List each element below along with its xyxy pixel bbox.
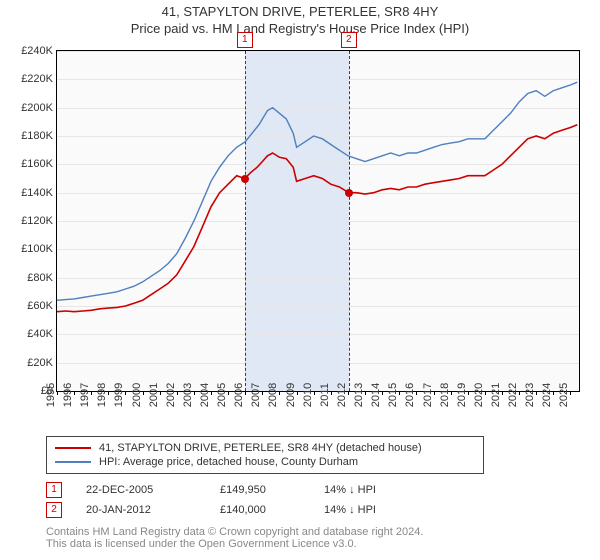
legend: 41, STAPYLTON DRIVE, PETERLEE, SR8 4HY (… [46,436,484,474]
footnote: Contains HM Land Registry data © Crown c… [46,526,590,550]
sale-dot [345,189,353,197]
sales-table: 1 22-DEC-2005 £149,950 14% ↓ HPI 2 20-JAN-201… [46,480,590,520]
y-tick-label: £140K [21,187,53,199]
legend-swatch [55,461,91,463]
legend-item: 41, STAPYLTON DRIVE, PETERLEE, SR8 4HY (… [55,441,475,455]
sale-row: 2 20-JAN-2012 £140,000 14% ↓ HPI [46,500,590,520]
x-tick [245,391,246,395]
sale-marker: 2 [46,502,62,518]
x-tick-label: 1995 [45,383,57,407]
legend-label: 41, STAPYLTON DRIVE, PETERLEE, SR8 4HY (… [99,442,422,454]
x-tick [57,391,58,395]
sale-date: 20-JAN-2012 [86,504,196,516]
y-tick-label: £240K [21,45,53,57]
x-tick [468,391,469,395]
footnote-line-2: This data is licensed under the Open Gov… [46,538,590,550]
series-property [57,125,577,312]
sale-price: £149,950 [220,484,300,496]
sale-diff: 14% ↓ HPI [324,484,424,496]
x-tick [570,391,571,395]
sale-dot [241,175,249,183]
x-tick [228,391,229,395]
y-tick-label: £100K [21,243,53,255]
x-tick [536,391,537,395]
chart-lines [57,51,579,391]
x-tick [502,391,503,395]
y-tick-label: £200K [21,102,53,114]
x-tick [382,391,383,395]
y-tick-label: £120K [21,215,53,227]
sale-diff: 14% ↓ HPI [324,504,424,516]
y-tick-label: £220K [21,73,53,85]
x-tick [194,391,195,395]
sale-event-marker: 1 [237,32,253,48]
y-tick-label: £160K [21,158,53,170]
x-tick [348,391,349,395]
chart-title-address: 41, STAPYLTON DRIVE, PETERLEE, SR8 4HY [0,4,600,19]
sale-date: 22-DEC-2005 [86,484,196,496]
x-tick [211,391,212,395]
legend-item: HPI: Average price, detached house, Coun… [55,455,475,469]
footnote-line-1: Contains HM Land Registry data © Crown c… [46,526,590,538]
y-tick-label: £180K [21,130,53,142]
x-tick [262,391,263,395]
sale-row: 1 22-DEC-2005 £149,950 14% ↓ HPI [46,480,590,500]
x-tick [553,391,554,395]
x-tick [519,391,520,395]
legend-swatch [55,447,91,449]
sale-marker: 1 [46,482,62,498]
x-tick [177,391,178,395]
x-tick [314,391,315,395]
x-tick [485,391,486,395]
x-tick [365,391,366,395]
x-tick [160,391,161,395]
chart-area: £0£20K£40K£60K£80K£100K£120K£140K£160K£1… [10,40,590,430]
series-hpi [57,82,577,300]
x-tick [125,391,126,395]
x-tick [399,391,400,395]
y-tick-label: £40K [27,328,53,340]
sale-price: £140,000 [220,504,300,516]
x-tick [416,391,417,395]
x-tick [91,391,92,395]
y-tick-label: £80K [27,272,53,284]
legend-label: HPI: Average price, detached house, Coun… [99,456,358,468]
x-tick [74,391,75,395]
chart-title-subtitle: Price paid vs. HM Land Registry's House … [0,21,600,36]
x-tick [108,391,109,395]
y-tick-label: £60K [27,300,53,312]
y-tick-label: £20K [27,357,53,369]
x-tick [451,391,452,395]
sale-event-marker: 2 [341,32,357,48]
x-tick [279,391,280,395]
plot-area: £0£20K£40K£60K£80K£100K£120K£140K£160K£1… [56,50,580,392]
